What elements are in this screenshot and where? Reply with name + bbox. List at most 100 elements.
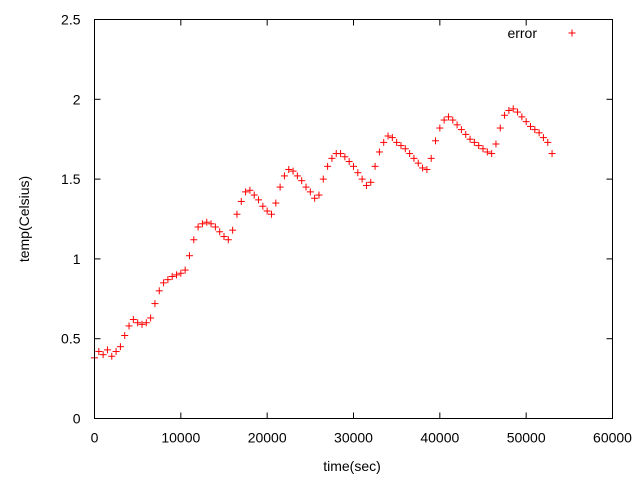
data-point <box>324 162 332 170</box>
data-points <box>91 105 556 362</box>
data-point <box>350 162 357 170</box>
y-axis-ticks: 0 0.5 1 1.5 2 2.5 <box>61 12 613 427</box>
data-point <box>371 162 379 170</box>
data-point <box>419 164 427 172</box>
data-point <box>198 220 206 228</box>
data-point <box>358 175 366 183</box>
data-point <box>470 138 478 146</box>
data-point <box>483 148 491 156</box>
data-point <box>220 233 228 241</box>
data-point <box>367 178 375 186</box>
data-point <box>95 347 103 355</box>
data-point <box>444 113 452 121</box>
data-point <box>285 166 293 174</box>
data-point <box>501 111 509 119</box>
data-point <box>194 223 202 231</box>
data-point <box>211 223 219 231</box>
data-point <box>328 154 336 162</box>
data-point <box>203 218 211 226</box>
data-point <box>406 150 414 158</box>
data-point <box>462 130 470 138</box>
data-point <box>427 154 435 162</box>
data-point <box>393 138 401 146</box>
data-point <box>276 183 284 191</box>
data-point <box>112 347 120 355</box>
data-point <box>229 226 237 234</box>
x-axis-ticks: 0 10000 20000 30000 40000 50000 60000 <box>91 19 632 446</box>
data-point <box>345 158 353 166</box>
data-point <box>103 346 111 354</box>
data-point <box>466 135 474 143</box>
data-point <box>224 236 232 244</box>
data-point <box>233 210 241 218</box>
legend-label-error: error <box>507 25 537 41</box>
data-point <box>453 121 461 129</box>
data-point <box>436 124 444 132</box>
data-point <box>380 138 388 146</box>
data-point <box>319 175 327 183</box>
data-point <box>125 322 133 330</box>
x-tick-label: 30000 <box>334 430 373 446</box>
data-point <box>289 167 297 175</box>
data-point <box>259 202 267 210</box>
y-axis-title: temp(Celsius) <box>16 176 32 262</box>
data-point <box>539 134 547 142</box>
x-tick-label: 50000 <box>507 430 546 446</box>
data-point <box>522 118 530 126</box>
data-point <box>129 316 137 324</box>
x-tick-label: 10000 <box>161 430 200 446</box>
data-point <box>151 300 159 308</box>
data-point <box>138 320 146 328</box>
data-point <box>505 106 513 114</box>
data-point <box>449 116 457 124</box>
data-point <box>267 210 275 218</box>
data-point <box>492 140 500 148</box>
data-point <box>432 137 440 145</box>
data-point <box>242 188 250 196</box>
data-point <box>216 228 224 236</box>
data-point <box>354 169 362 177</box>
legend-marker-plus <box>568 29 576 37</box>
data-point <box>375 148 383 156</box>
x-axis-title: time(sec) <box>323 458 381 474</box>
data-point <box>315 191 323 199</box>
data-point <box>280 172 288 180</box>
data-point <box>440 116 448 124</box>
data-point <box>190 236 198 244</box>
data-point <box>384 132 392 140</box>
data-point <box>108 352 116 360</box>
data-point <box>99 351 107 359</box>
data-point <box>263 207 271 215</box>
data-point <box>142 319 150 327</box>
data-point <box>414 159 422 167</box>
data-point <box>134 319 142 327</box>
data-point <box>410 154 418 162</box>
y-tick-label: 1 <box>73 251 81 267</box>
data-point <box>401 145 409 153</box>
data-point <box>121 332 129 340</box>
data-point <box>207 220 215 228</box>
data-point <box>250 191 258 199</box>
data-point <box>526 122 534 130</box>
data-point <box>246 186 254 194</box>
data-point <box>311 194 319 202</box>
y-tick-label: 1.5 <box>61 171 81 187</box>
data-point <box>181 266 189 274</box>
y-tick-label: 0.5 <box>61 331 81 347</box>
data-point <box>531 126 539 134</box>
data-point <box>293 172 301 180</box>
data-point <box>164 276 172 284</box>
x-tick-label: 0 <box>91 430 99 446</box>
data-point <box>177 269 185 277</box>
data-point <box>457 126 465 134</box>
data-point <box>155 287 163 295</box>
y-tick-label: 2.5 <box>61 12 81 28</box>
data-point <box>237 197 245 205</box>
data-point <box>535 129 543 137</box>
x-tick-label: 60000 <box>593 430 632 446</box>
data-point <box>337 150 345 158</box>
data-point <box>548 150 556 158</box>
data-point <box>475 142 483 150</box>
